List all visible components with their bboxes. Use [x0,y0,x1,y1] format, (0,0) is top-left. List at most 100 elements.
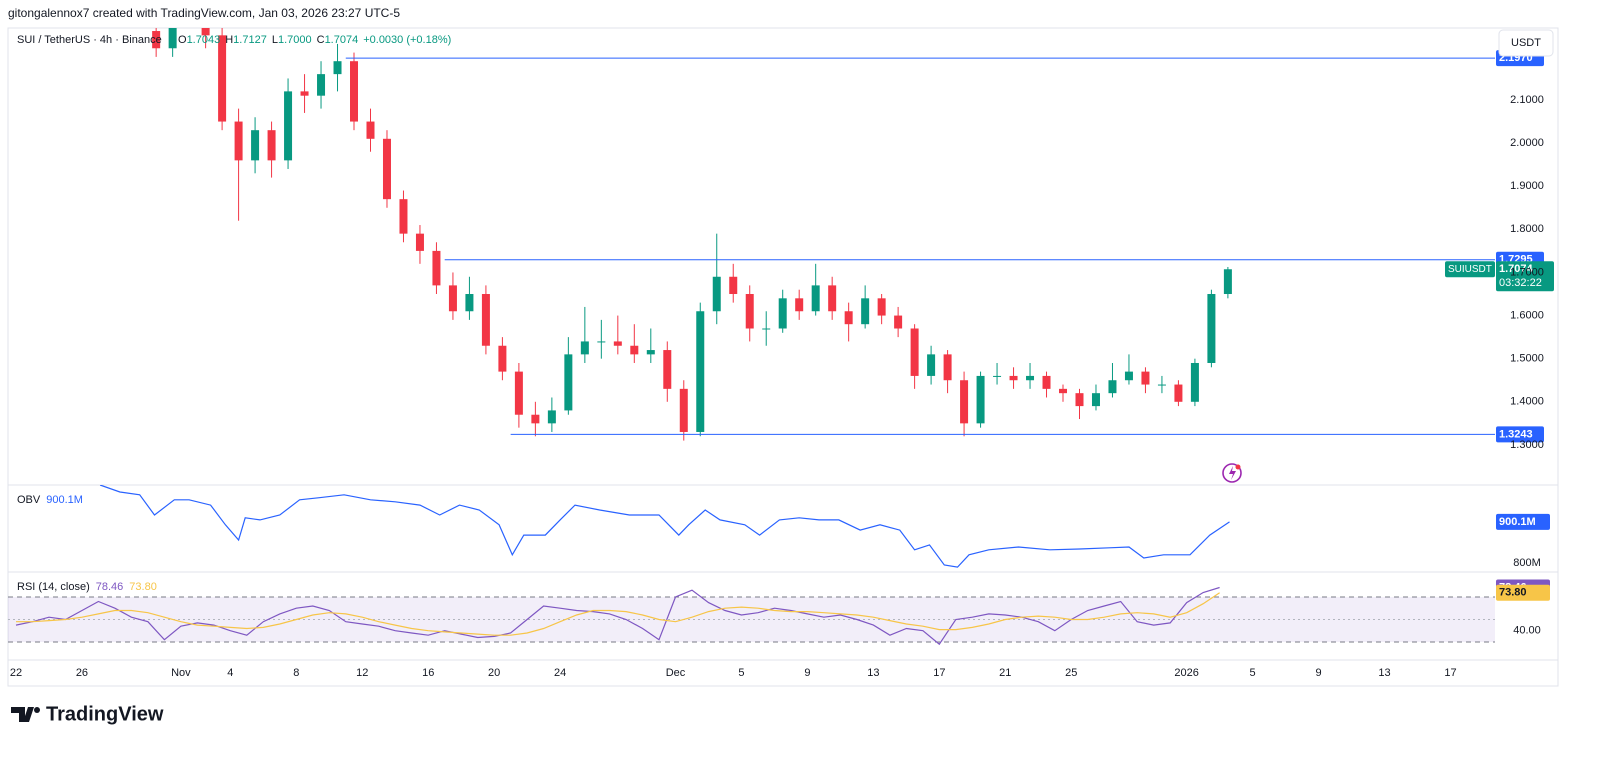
y-tick-label: 1.9000 [1510,180,1544,192]
x-tick-label: Nov [171,667,191,679]
candle-body [844,311,853,325]
candle-body [1108,380,1117,394]
ohlc-key: C [317,34,325,46]
candle-body [284,91,293,161]
candle-body [778,298,787,329]
candle-body [432,250,441,286]
candle-body [300,91,309,96]
candle-body [481,294,490,346]
candle-body [1124,371,1133,381]
candle-body [597,341,606,343]
indicator-value: 900.1M [46,494,83,506]
indicator-value: 78.46 [96,581,124,593]
ohlc-value: 1.7074 [325,34,359,46]
candle-body [267,130,276,161]
x-tick-label: 4 [227,667,233,679]
candle-body [1174,384,1183,402]
currency-button[interactable] [1498,29,1554,57]
last-price-symbol-bg [1445,261,1495,278]
candle-body [218,35,227,122]
candle-body [745,294,754,329]
candle-body [613,341,622,346]
candle-body [350,61,359,122]
y-tick-label: 1.8000 [1510,223,1544,235]
level-tag-bg [1496,426,1544,443]
candle-body [1059,388,1068,394]
currency-label: USDT [1511,37,1541,49]
candles [152,28,1232,441]
candle-body [679,388,688,432]
y-tick-label: 1.3000 [1510,439,1544,451]
candle-body [580,341,589,355]
indicator-line [99,485,1230,568]
candle-body [976,375,985,424]
candle-body [762,328,771,330]
x-tick-label: 17 [933,667,945,679]
last-price-bg [1496,261,1554,292]
candle-body [1042,375,1051,389]
candle-body [234,121,243,161]
x-tick-label: 17 [1444,667,1456,679]
candle-body [152,31,161,49]
y-tick-label: 1.4000 [1510,396,1544,408]
x-tick-label: Dec [666,667,686,679]
candle-body [663,350,672,389]
ohlc-key: H [225,34,233,46]
x-tick-label: 5 [1250,667,1256,679]
candle-body [382,138,391,200]
y-tick-label: 2.1000 [1510,94,1544,106]
indicator-title: RSI (14, close) [17,581,90,593]
indicator-tag-bg [1496,584,1550,601]
last-price-symbol: SUIUSDT [1448,264,1492,275]
indicator-tag: 73.80 [1499,587,1527,599]
x-tick-label: 8 [293,667,299,679]
candle-body [729,276,738,295]
x-tick-label: 5 [738,667,744,679]
ohlc-line: O1.7043 H1.7127 L1.7000 C1.7074 +0.0030 (+0.… [178,34,451,46]
candle-body [317,74,326,96]
candle-body [448,285,457,312]
countdown: 03:32:22 [1499,277,1542,289]
rsi-band [8,596,1495,642]
ohlc-value: 1.7127 [233,34,267,46]
candle-body [564,354,573,411]
x-tick-label: 9 [804,667,810,679]
last-price: 1.7074 [1499,263,1534,275]
candle-body [630,345,639,355]
indicator-title: OBV [17,494,41,506]
marks [8,28,1495,646]
candle-body [927,354,936,376]
frame [7,27,1559,687]
candle-body [366,121,375,139]
candle-body [894,315,903,329]
ohlc-value: 1.7000 [278,34,312,46]
x-tick-label: 2026 [1174,667,1198,679]
candle-body [861,298,870,325]
indicator-line [16,592,1220,636]
candle-body [531,414,540,424]
y-tick-label: 1.7000 [1510,266,1544,278]
ohlc-key: L [272,34,278,46]
candle-body [943,354,952,381]
symbol-title: SUI / TetherUS · 4h · Binance [17,34,162,46]
x-tick-label: 13 [1378,667,1390,679]
x-tick-label: 13 [867,667,879,679]
x-tick-label: 25 [1065,667,1077,679]
ohlc-key: O [178,34,187,46]
indicator-tag: 900.1M [1499,516,1536,528]
candle-body [168,28,177,49]
candle-body [646,350,655,355]
x-tick-label: 22 [10,667,22,679]
candle-body [465,294,474,312]
candle-body [1009,375,1018,381]
y-tick-label: 2.0000 [1510,137,1544,149]
y-tick-label: 1.5000 [1510,353,1544,365]
candle-body [251,130,260,161]
y-tick-label: 40.00 [1513,625,1541,637]
candle-body [1141,371,1150,385]
x-tick-label: 16 [422,667,434,679]
candle-body [811,285,820,312]
ohlc-value: 1.7043 [187,34,221,46]
x-tick-label: 20 [488,667,500,679]
